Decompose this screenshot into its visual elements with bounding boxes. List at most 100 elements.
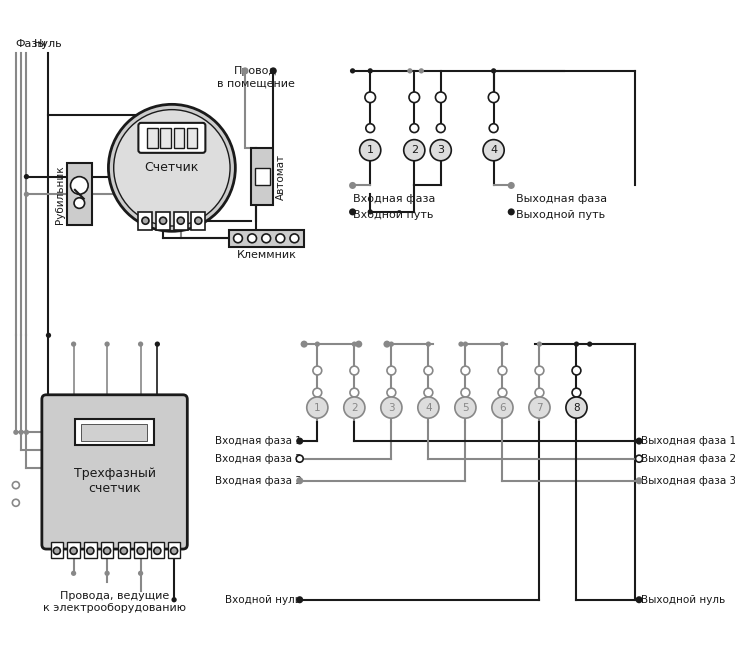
Bar — [251, 148, 273, 205]
Bar — [187, 128, 198, 147]
Text: 3: 3 — [437, 145, 444, 155]
Text: Входная фаза: Входная фаза — [353, 195, 435, 205]
Circle shape — [492, 397, 513, 418]
Bar — [156, 212, 170, 230]
Bar — [151, 542, 163, 558]
Text: Входная фаза 2: Входная фаза 2 — [215, 454, 301, 463]
Circle shape — [572, 388, 581, 397]
Circle shape — [154, 341, 160, 347]
Circle shape — [24, 430, 29, 435]
Circle shape — [296, 438, 304, 445]
Circle shape — [104, 547, 111, 554]
Circle shape — [500, 341, 505, 347]
Text: Фазы: Фазы — [16, 39, 47, 49]
Circle shape — [389, 341, 394, 347]
Bar — [173, 128, 184, 147]
Circle shape — [306, 397, 328, 418]
Text: 7: 7 — [536, 402, 542, 412]
Bar — [255, 168, 270, 185]
Bar — [75, 419, 154, 446]
Circle shape — [461, 388, 470, 397]
Circle shape — [498, 388, 507, 397]
Circle shape — [313, 366, 322, 375]
Circle shape — [424, 366, 433, 375]
FancyBboxPatch shape — [67, 163, 92, 225]
Text: 1: 1 — [367, 145, 373, 155]
Circle shape — [535, 366, 544, 375]
Text: Автомат: Автомат — [276, 153, 286, 200]
Text: Входной путь: Входной путь — [353, 210, 433, 220]
Text: Входная фаза 1: Входная фаза 1 — [215, 436, 301, 446]
Text: 2: 2 — [351, 402, 358, 412]
Circle shape — [435, 92, 446, 103]
Bar — [68, 542, 80, 558]
Circle shape — [352, 341, 357, 347]
Circle shape — [301, 341, 306, 347]
Circle shape — [350, 68, 355, 74]
Circle shape — [535, 388, 544, 397]
Circle shape — [349, 208, 356, 215]
Bar — [160, 128, 171, 147]
Circle shape — [18, 430, 24, 435]
Circle shape — [488, 92, 499, 103]
Circle shape — [12, 499, 19, 507]
Circle shape — [71, 177, 88, 195]
Circle shape — [368, 209, 373, 214]
Circle shape — [366, 124, 375, 133]
Circle shape — [296, 596, 304, 604]
Circle shape — [483, 139, 504, 161]
Circle shape — [138, 341, 143, 347]
FancyBboxPatch shape — [42, 395, 187, 549]
Bar — [85, 542, 96, 558]
Text: Нуль: Нуль — [34, 39, 62, 49]
Circle shape — [296, 477, 304, 484]
Circle shape — [359, 139, 381, 161]
Circle shape — [54, 547, 60, 554]
Circle shape — [301, 341, 308, 348]
Circle shape — [463, 341, 468, 347]
Circle shape — [109, 104, 235, 231]
Bar — [81, 424, 147, 441]
Bar — [168, 542, 180, 558]
Text: 4: 4 — [490, 145, 497, 155]
Text: Рубильник: Рубильник — [55, 165, 65, 224]
Bar — [138, 212, 152, 230]
Circle shape — [410, 124, 419, 133]
Circle shape — [159, 217, 167, 224]
Text: Выходной путь: Выходной путь — [516, 210, 605, 220]
Bar — [101, 542, 113, 558]
Text: 6: 6 — [499, 402, 506, 412]
Circle shape — [24, 192, 29, 197]
Bar — [51, 542, 63, 558]
Text: Входная фаза 3: Входная фаза 3 — [215, 475, 301, 486]
Circle shape — [490, 124, 498, 133]
Circle shape — [537, 341, 542, 347]
Circle shape — [121, 547, 127, 554]
Circle shape — [384, 341, 390, 347]
Circle shape — [409, 92, 420, 103]
Circle shape — [365, 92, 376, 103]
Text: Выходная фаза 2: Выходная фаза 2 — [641, 454, 735, 463]
Text: Выходная фаза: Выходная фаза — [516, 195, 607, 205]
Circle shape — [104, 570, 110, 576]
Text: 5: 5 — [462, 402, 469, 412]
Circle shape — [574, 341, 579, 347]
Circle shape — [636, 477, 642, 484]
Circle shape — [404, 139, 425, 161]
Circle shape — [270, 67, 277, 74]
Circle shape — [368, 68, 373, 74]
Circle shape — [13, 430, 18, 435]
Circle shape — [572, 366, 581, 375]
Circle shape — [276, 234, 284, 243]
Circle shape — [459, 341, 464, 347]
Text: 2: 2 — [411, 145, 418, 155]
Circle shape — [171, 597, 176, 602]
Text: Трехфазный
счетчик: Трехфазный счетчик — [74, 467, 156, 495]
Text: 1: 1 — [314, 402, 320, 412]
Circle shape — [296, 456, 304, 462]
Circle shape — [315, 341, 320, 347]
Text: Входной нуль: Входной нуль — [226, 595, 301, 605]
Circle shape — [74, 198, 85, 208]
Circle shape — [171, 547, 178, 554]
Circle shape — [46, 333, 51, 338]
